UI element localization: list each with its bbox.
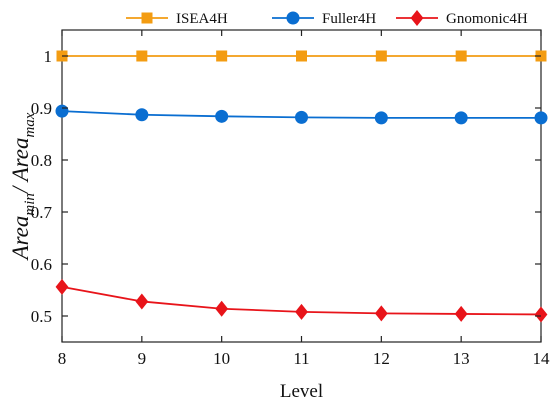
legend-marker-square [141,12,153,24]
y-tick-label: 0.6 [31,255,52,274]
data-point-gnomonic4h [454,305,468,322]
data-point-isea4h [216,50,228,62]
data-point-fuller4h [215,109,229,123]
data-point-fuller4h [135,108,149,122]
x-tick-label: 14 [533,349,550,368]
data-point-gnomonic4h [55,278,69,295]
y-label-area-2: Area [8,138,33,184]
y-tick-label: 1 [44,47,53,66]
x-tick-label: 10 [213,349,230,368]
y-tick-label: 0.8 [31,151,52,170]
data-point-gnomonic4h [534,306,548,323]
legend-item-fuller4h: Fuller4H [272,11,376,27]
data-point-fuller4h [454,111,468,125]
legend-label: Fuller4H [322,11,376,27]
data-point-fuller4h [534,111,548,125]
data-point-fuller4h [295,110,308,124]
series-fuller4h [55,104,548,125]
y-tick-label: 0.5 [31,307,52,326]
data-point-gnomonic4h [295,303,308,320]
y-axis-label: Areamin/ Areamax [8,112,38,261]
data-point-isea4h [136,50,148,62]
x-tick-label: 8 [58,349,67,368]
series-gnomonic4h [55,278,548,323]
data-point-fuller4h [374,111,388,125]
data-point-gnomonic4h [135,293,149,310]
x-tick-label: 11 [293,349,309,368]
legend-label: ISEA4H [176,11,228,27]
legend-marker-circle [286,11,300,25]
y-label-sub-min: min [22,193,38,216]
legend: ISEA4H Fuller4H Gnomonic4H [126,10,528,27]
y-label-slash: / [8,181,33,195]
y-label-sub-max: max [22,112,38,137]
data-point-isea4h [296,50,307,62]
y-tick-label: 0.9 [31,99,52,118]
series-layer [55,50,548,323]
x-tick-label: 12 [373,349,390,368]
data-point-isea4h [375,50,387,62]
legend-item-isea4h: ISEA4H [126,11,228,27]
axes-layer: 0.5 0.6 0.7 0.8 0.9 1 8 9 10 11 12 13 14 [31,30,550,368]
data-point-gnomonic4h [374,305,388,322]
x-axis-label: Level [280,381,323,402]
x-tick-label: 9 [138,349,147,368]
y-label-area-1: Area [8,216,33,262]
series-isea4h [56,50,547,62]
legend-marker-diamond [410,10,424,26]
data-point-isea4h [455,50,467,62]
legend-item-gnomonic4h: Gnomonic4H [396,10,528,27]
data-point-fuller4h [55,104,69,118]
x-tick-label: 13 [453,349,470,368]
data-point-gnomonic4h [215,300,229,317]
y-tick-label: 0.7 [31,203,53,222]
plot-area-frame [61,29,542,343]
legend-label: Gnomonic4H [446,11,528,27]
